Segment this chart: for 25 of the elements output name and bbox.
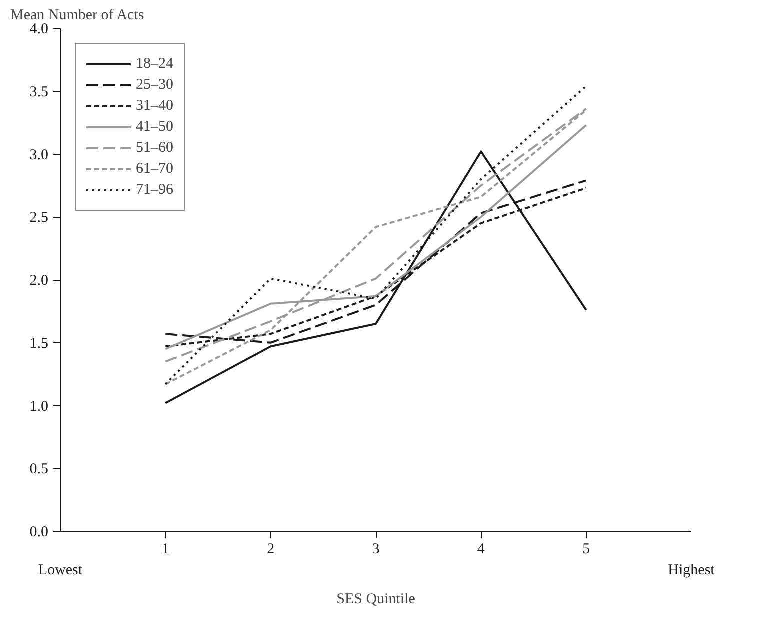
y-tick-label: 3.0 (30, 147, 48, 164)
y-tick-label: 3.5 (30, 84, 48, 100)
x-tick-label: 2 (267, 542, 275, 558)
y-tick-label: 0.5 (30, 462, 48, 478)
text: Highest (668, 562, 716, 578)
y-tick-label: 2.0 (30, 273, 48, 289)
x-axis-title: SES Quintile (336, 592, 416, 608)
x-tick-label: 5 (582, 542, 590, 558)
legend-label: 71–96 (136, 182, 174, 198)
y-tick-label: 1.0 (30, 398, 48, 415)
legend-label: 25–30 (136, 76, 174, 94)
legend-label: 61–70 (136, 160, 174, 178)
y-tick-label: 0.0 (30, 524, 48, 540)
legend-label: 31–40 (136, 98, 174, 114)
legend-label: 41–50 (136, 118, 174, 136)
y-tick-label: 1.5 (30, 336, 48, 352)
y-tick-label: 4.0 (30, 22, 48, 38)
text: Lowest (38, 562, 84, 578)
x-tick-label: 4 (477, 542, 486, 558)
x-tick-label: 3 (372, 542, 380, 558)
y-axis-title: Mean Number of Acts (10, 8, 144, 24)
legend-label: 18–24 (136, 56, 174, 72)
legend-label: 51–60 (136, 140, 174, 156)
x-tick-label: 1 (162, 542, 170, 558)
y-tick-label: 2.5 (30, 210, 48, 226)
